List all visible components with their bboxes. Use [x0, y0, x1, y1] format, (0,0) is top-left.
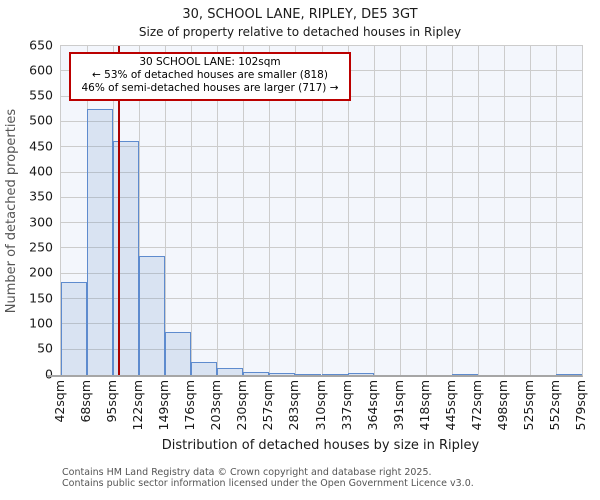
x-axis-ticks: 42sqm 68sqm 95sqm 122sqm 149sqm 176sqm 203sqm 2…	[52, 380, 588, 431]
y-tick-label: 550	[29, 87, 53, 103]
annotation-line-1: 30 SCHOOL LANE: 102sqm	[139, 56, 281, 68]
histogram-bar	[165, 331, 192, 375]
annotation-line-2: ← 53% of detached houses are smaller (81…	[92, 69, 328, 82]
y-tick-label: 350	[29, 188, 53, 204]
histogram-bar	[139, 255, 166, 375]
footer-line-1: Contains HM Land Registry data © Crown c…	[62, 467, 432, 478]
y-tick-label: 300	[29, 213, 53, 229]
v-gridline	[269, 46, 271, 375]
y-tick-label: 50	[37, 340, 53, 356]
y-tick-label: 150	[29, 289, 53, 305]
histogram-bar	[61, 282, 88, 375]
histogram-bar	[217, 368, 244, 375]
x-axis-label: Distribution of detached houses by size …	[161, 438, 480, 453]
histogram-bar	[347, 372, 374, 375]
histogram-bar	[295, 374, 322, 375]
histogram-bar	[87, 109, 114, 375]
v-gridline	[373, 46, 375, 375]
v-gridline	[555, 46, 557, 375]
histogram-bar	[321, 374, 348, 375]
v-gridline	[139, 46, 141, 375]
y-tick-label: 200	[29, 264, 53, 280]
y-tick-label: 0	[45, 365, 53, 381]
v-gridline	[321, 46, 323, 375]
v-gridline	[477, 46, 479, 375]
plot-area: 30 SCHOOL LANE: 102sqm ← 53% of detached…	[47, 45, 583, 377]
footer-line-2: Contains public sector information licen…	[62, 477, 474, 489]
v-gridline	[529, 46, 531, 375]
v-gridline	[425, 46, 427, 375]
y-axis-ticks: 0 50 100 150 200 250 300 350 400 450 500 550 600 650	[0, 38, 53, 379]
y-tick-label: 450	[29, 137, 53, 153]
v-gridline	[165, 46, 167, 375]
chart-subtitle: Size of property relative to detached ho…	[138, 25, 462, 39]
v-gridline	[399, 46, 401, 375]
y-tick-label: 500	[29, 112, 53, 128]
v-gridline	[191, 46, 193, 375]
chart-title: 30, SCHOOL LANE, RIPLEY, DE5 3GT	[182, 7, 418, 22]
footer-attribution: Contains HM Land Registry data © Crown c…	[62, 467, 592, 489]
histogram-bar	[191, 361, 218, 375]
histogram-bar	[269, 373, 296, 375]
v-gridline	[295, 46, 297, 375]
v-gridline	[217, 46, 219, 375]
histogram-bar	[555, 374, 582, 375]
y-tick-label: 100	[29, 315, 53, 331]
y-tick-label: 250	[29, 239, 53, 255]
v-gridline	[347, 46, 349, 375]
histogram-bar	[113, 141, 140, 375]
histogram-bar	[243, 372, 270, 375]
y-tick-label: 600	[29, 62, 53, 78]
y-tick-label: 400	[29, 163, 53, 179]
property-size-marker-line	[118, 46, 121, 375]
v-gridline	[451, 46, 453, 375]
v-gridline	[243, 46, 245, 375]
y-tick-label: 650	[29, 36, 53, 52]
annotation-line-3: 46% of semi-detached houses are larger (…	[81, 82, 339, 95]
annotation-box: 30 SCHOOL LANE: 102sqm ← 53% of detached…	[69, 52, 351, 101]
v-gridline	[503, 46, 505, 375]
histogram-bar	[451, 374, 478, 375]
